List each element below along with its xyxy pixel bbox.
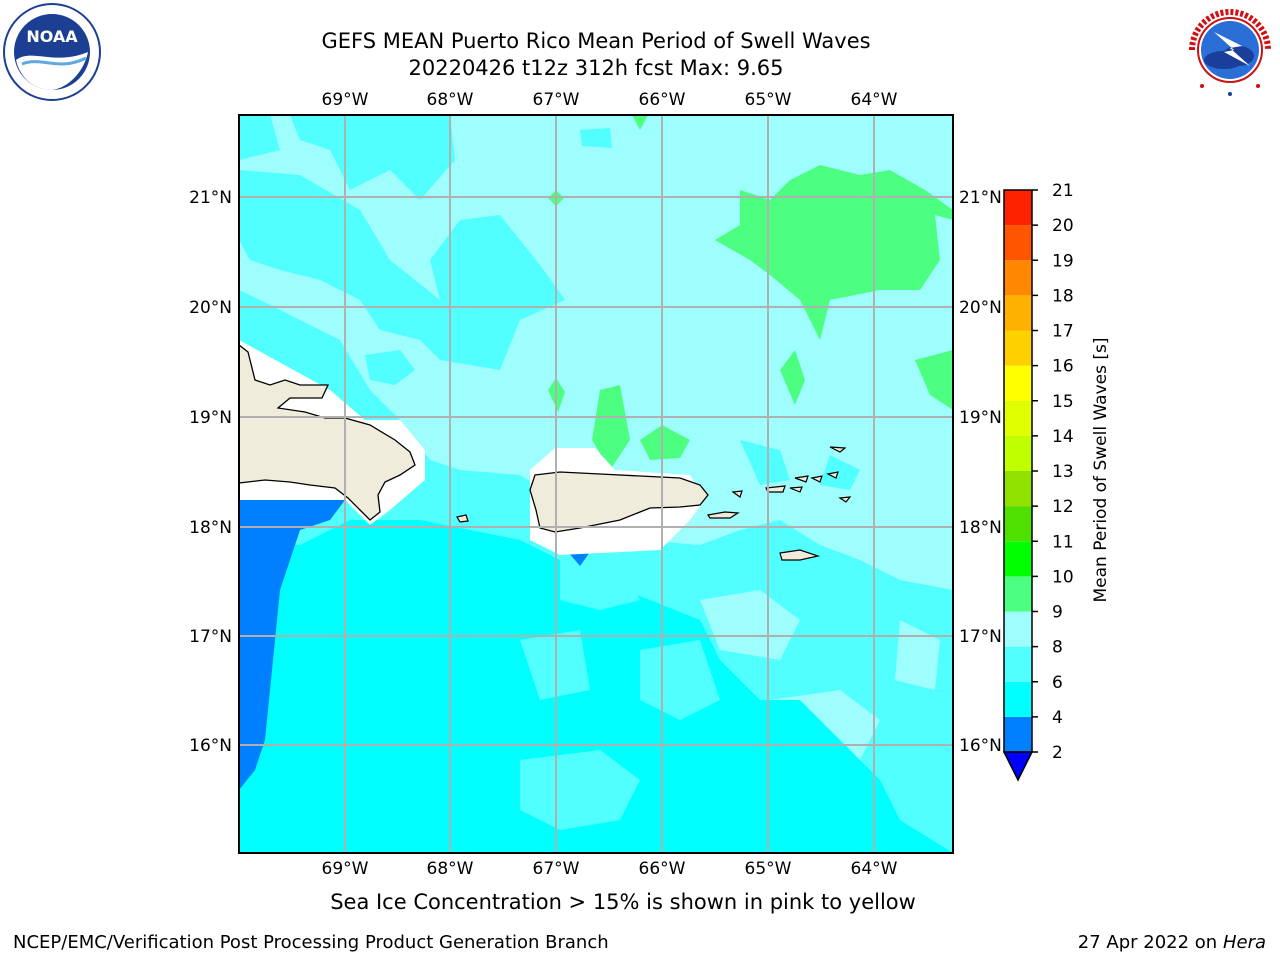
colorbar-tick-label: 21	[1052, 181, 1074, 201]
colorbar-tick-label: 13	[1052, 462, 1074, 482]
colorbar-tick-label: 2	[1052, 743, 1063, 763]
colorbar-tick-label: 18	[1052, 286, 1074, 306]
colorbar-swatch	[1004, 190, 1032, 226]
colorbar-swatch	[1004, 260, 1032, 296]
lon-labels-top: 69°W 68°W 67°W 66°W 65°W 64°W	[322, 90, 898, 110]
colorbar-tick-label: 11	[1052, 532, 1074, 552]
lat-label-left: 21°N	[189, 188, 232, 208]
colorbar-swatch	[1004, 330, 1032, 366]
colorbar-tick-label: 17	[1052, 322, 1074, 342]
colorbar-swatch	[1004, 471, 1032, 507]
lon-label-top: 65°W	[745, 90, 792, 110]
lon-label-top: 68°W	[427, 90, 474, 110]
colorbar-tick-label: 15	[1052, 392, 1074, 412]
map-frame	[238, 114, 954, 854]
lon-label-bottom: 64°W	[851, 859, 898, 879]
colorbar-swatch	[1004, 400, 1032, 436]
colorbar-swatch	[1004, 506, 1032, 542]
lat-label-right: 18°N	[959, 518, 1002, 538]
colorbar-swatch	[1004, 435, 1032, 471]
colorbar-tick-label: 4	[1052, 708, 1063, 728]
footer-date-text: 27 Apr 2022 on	[1077, 932, 1223, 953]
colorbar-tick-label: 19	[1052, 251, 1074, 271]
colorbar-tick-label: 9	[1052, 603, 1063, 623]
colorbar-swatch	[1004, 716, 1032, 752]
colorbar-swatch	[1004, 681, 1032, 717]
lat-label-right: 20°N	[959, 298, 1002, 318]
sea-ice-caption-text: Sea Ice Concentration > 15% is shown in …	[330, 890, 916, 914]
lat-label-right: 21°N	[959, 188, 1002, 208]
chart-title: GEFS MEAN Puerto Rico Mean Period of Swe…	[321, 29, 871, 53]
lon-label-bottom: 66°W	[639, 859, 686, 879]
lat-label-left: 17°N	[189, 627, 232, 647]
hispaniola-land	[238, 343, 416, 521]
chart-subtitle: 20220426 t12z 312h fcst Max: 9.65	[408, 56, 784, 80]
lon-labels-bottom: 69°W 68°W 67°W 66°W 65°W 64°W	[322, 859, 898, 879]
swell-9-10s-regions	[548, 115, 953, 470]
lon-label-top: 64°W	[851, 90, 898, 110]
colorbar-swatch	[1004, 541, 1032, 577]
sea-ice-caption: Sea Ice Concentration > 15% is shown in …	[0, 890, 1280, 914]
lat-label-right: 17°N	[959, 627, 1002, 647]
small-islands	[456, 446, 852, 561]
colorbar-swatch	[1004, 646, 1032, 682]
colorbar-swatch	[1004, 295, 1032, 331]
colorbar-tick-label: 12	[1052, 497, 1074, 517]
swell-4-6s-regions	[239, 520, 953, 853]
colorbar-swatch	[1004, 576, 1032, 612]
lon-label-top: 66°W	[639, 90, 686, 110]
lat-label-left: 16°N	[189, 736, 232, 756]
footer-host: Hera	[1222, 932, 1266, 953]
lat-label-left: 18°N	[189, 518, 232, 538]
colorbar-extend-arrow	[1002, 751, 1034, 782]
lon-label-bottom: 69°W	[322, 859, 369, 879]
colorbar-swatch	[1004, 225, 1032, 261]
colorbar-swatch	[1004, 611, 1032, 647]
lon-label-top: 69°W	[322, 90, 369, 110]
noaa-logo-text: NOAA	[26, 27, 78, 46]
swell-8-9s-regions	[520, 560, 720, 830]
lon-label-bottom: 65°W	[745, 859, 792, 879]
noaa-logo: NOAA	[2, 2, 102, 102]
lat-label-right: 19°N	[959, 408, 1002, 428]
lon-label-bottom: 67°W	[533, 859, 580, 879]
colorbar-tick-label: 14	[1052, 427, 1074, 447]
lat-label-left: 20°N	[189, 298, 232, 318]
footer-branch: NCEP/EMC/Verification Post Processing Pr…	[13, 932, 609, 953]
lat-labels-left: 21°N 20°N 19°N 18°N 17°N 16°N	[189, 188, 232, 756]
lat-labels-right: 21°N 20°N 19°N 18°N 17°N 16°N	[959, 188, 1002, 756]
lat-label-left: 19°N	[189, 408, 232, 428]
swell-2-4s-regions	[239, 500, 590, 790]
nws-logo	[1180, 2, 1280, 102]
land-masses	[238, 343, 709, 533]
colorbar-tick-label: 20	[1052, 216, 1074, 236]
lon-label-bottom: 68°W	[427, 859, 474, 879]
colorbar: 2 4 6 8 9 10 11 12 13 14 15 16 17 18 19 20 21	[1002, 181, 1074, 782]
colorbar-label: Mean Period of Swell Waves [s]	[1091, 338, 1111, 603]
lat-label-right: 16°N	[959, 736, 1002, 756]
puerto-rico-land	[529, 471, 709, 533]
map-grid	[239, 115, 953, 853]
colorbar-tick-label: 8	[1052, 638, 1063, 658]
lon-label-top: 67°W	[533, 90, 580, 110]
swell-6-8s-small-patches	[252, 128, 612, 385]
colorbar-tick-label: 6	[1052, 673, 1063, 693]
colorbar-tick-label: 16	[1052, 357, 1074, 377]
colorbar-swatch	[1004, 365, 1032, 401]
colorbar-tick-label: 10	[1052, 567, 1074, 587]
footer-date: 27 Apr 2022 on Hera	[1078, 932, 1266, 953]
